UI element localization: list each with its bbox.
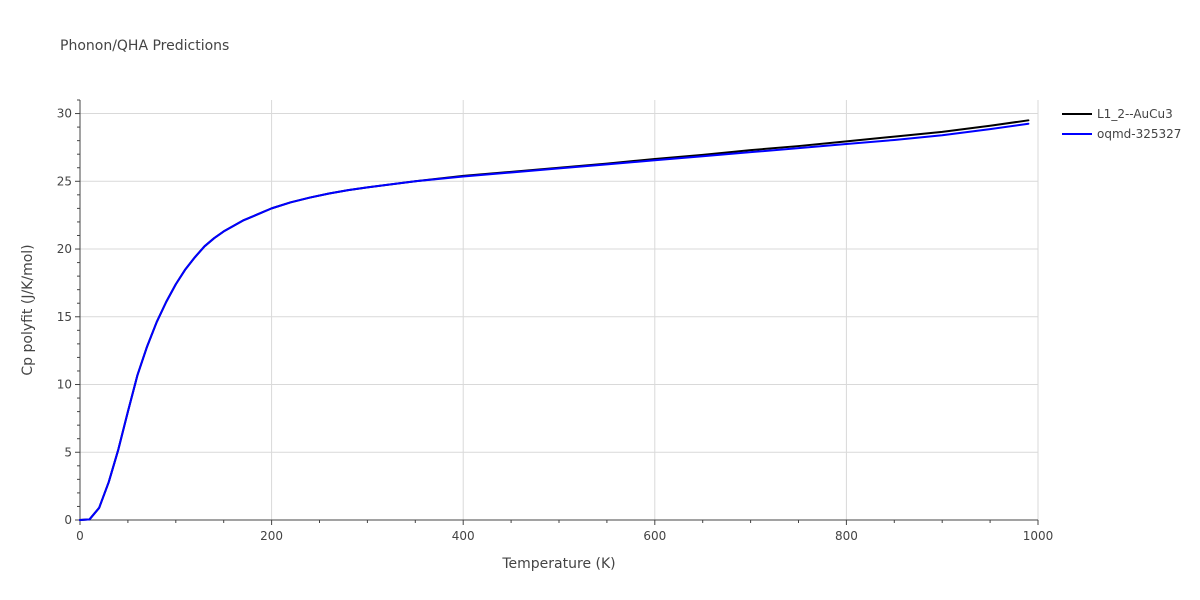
axis-layer: 0 200 400 600 800 1000 0 5 10 15 20 25 30 <box>57 99 1054 543</box>
legend-label: L1_2--AuCu3 <box>1097 107 1173 121</box>
y-tick-label: 10 <box>57 378 72 392</box>
legend: L1_2--AuCu3 oqmd-325327 <box>1062 107 1181 141</box>
series-line-1 <box>79 119 1030 521</box>
y-tick-label: 30 <box>57 107 72 121</box>
y-tick-label: 20 <box>57 242 72 256</box>
y-tick-label: 25 <box>57 174 72 188</box>
x-tick-label: 800 <box>835 529 858 543</box>
series-layer <box>79 119 1030 521</box>
chart-title: Phonon/QHA Predictions <box>60 38 229 54</box>
x-tick-label: 600 <box>643 529 666 543</box>
x-tick-label: 0 <box>76 529 84 543</box>
y-axis-title: Cp polyfit (J/K/mol) <box>20 244 36 375</box>
x-tick-label: 1000 <box>1023 529 1054 543</box>
x-tick-label: 400 <box>452 529 475 543</box>
y-tick-label: 0 <box>64 513 72 527</box>
x-tick-label: 200 <box>260 529 283 543</box>
series-line-2 <box>79 122 1030 521</box>
y-tick-label: 5 <box>64 445 72 459</box>
grid-layer <box>80 100 1039 520</box>
x-axis-title: Temperature (K) <box>501 556 615 572</box>
y-tick-label: 15 <box>57 310 72 324</box>
legend-label: oqmd-325327 <box>1097 127 1181 141</box>
